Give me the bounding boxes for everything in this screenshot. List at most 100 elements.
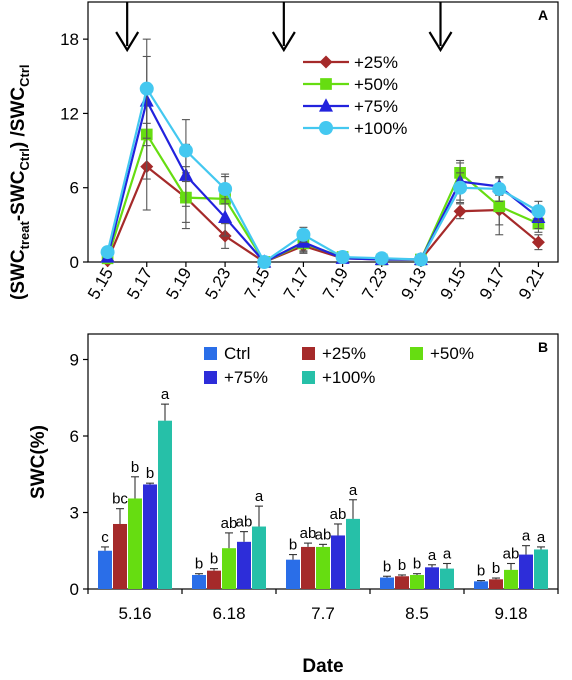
a-x-tick-label: 9.15 (437, 265, 470, 303)
b-significance-label: b (210, 551, 218, 568)
panel-a-letter: A (538, 7, 548, 23)
a-series-group (101, 89, 545, 268)
ylabel-part-3: -SWC (8, 170, 29, 221)
irrigation-arrow-head (428, 31, 453, 53)
b-significance-label: a (522, 528, 531, 545)
a-x-tick-label: 9.13 (397, 265, 430, 303)
b-significance-label: c (101, 529, 109, 546)
b-y-tick-label: 9 (70, 351, 79, 370)
b-legend-label: +75% (224, 368, 268, 387)
b-significance-label: a (349, 482, 358, 499)
b-bar (331, 535, 345, 589)
a-series-line (106, 97, 540, 264)
b-bar (519, 554, 533, 589)
circle-marker (492, 181, 507, 196)
b-x-tick-label: 8.5 (405, 604, 429, 623)
b-legend-label: +50% (430, 344, 474, 363)
b-significance-label: ab (330, 506, 347, 523)
b-bar (534, 549, 548, 589)
b-x-tick-label: 5.16 (118, 604, 151, 623)
b-bar (395, 576, 409, 589)
b-y-tick-label: 6 (70, 427, 79, 446)
a-x-tick-label: 5.19 (162, 265, 195, 303)
b-bar (425, 567, 439, 589)
b-significance-label: b (477, 563, 485, 580)
circle-marker (413, 252, 428, 267)
diamond-marker (319, 55, 333, 69)
panel-b-x-axis-label: Date (302, 656, 343, 677)
panel-a-plot-frame (87, 1, 559, 263)
ylabel-part-6: Ctrl (17, 65, 32, 87)
b-significance-label: b (413, 556, 421, 573)
b-x-tick-label: 9.18 (494, 604, 527, 623)
a-x-tick-label: 7.19 (319, 265, 352, 303)
b-bar (143, 484, 157, 589)
b-legend-swatch (204, 347, 217, 360)
panel-a: A 0 6 12 18 5.15 5.17 5.19 5.23 7.15 7.17 7.19 7.2… (8, 1, 559, 303)
b-bar (504, 569, 518, 589)
b-legend-swatch (410, 347, 423, 360)
b-bar (113, 523, 127, 589)
b-significance-label: a (255, 488, 264, 505)
b-bar (158, 420, 172, 589)
b-significance-label: a (161, 386, 170, 403)
ylabel-part-1: (SWC (8, 249, 29, 300)
circle-marker (335, 250, 350, 265)
circle-marker (178, 143, 193, 158)
b-significance-label: ab (236, 514, 253, 531)
b-legend-label: +100% (322, 368, 375, 387)
b-y-tick-label: 3 (70, 504, 79, 523)
b-significance-label: bc (112, 491, 128, 508)
square-marker (320, 78, 332, 90)
irrigation-arrow-head (271, 31, 296, 53)
b-significance-label: b (492, 560, 500, 577)
b-bar (410, 574, 424, 589)
b-bar (380, 577, 394, 589)
circle-marker (218, 181, 233, 196)
circle-marker (319, 121, 333, 135)
b-significance-label: ab (503, 546, 520, 563)
panel-a-y-axis-label: (SWCtreat-SWCCtrl) /SWCCtrl (8, 65, 32, 301)
circle-marker (374, 251, 389, 266)
circle-marker (453, 180, 468, 195)
b-bar (346, 518, 360, 589)
diamond-marker (453, 204, 467, 218)
a-x-tick-label: 7.15 (241, 265, 274, 303)
diamond-marker (531, 235, 545, 249)
b-bar (222, 548, 236, 589)
b-bar (286, 559, 300, 589)
a-x-tick-label: 5.17 (123, 265, 156, 303)
b-significance-label: a (443, 546, 452, 563)
b-bar (128, 498, 142, 589)
b-significance-label: a (537, 529, 546, 546)
b-legend-label: Ctrl (224, 344, 250, 363)
a-y-tick-label: 18 (60, 30, 79, 49)
b-bar (316, 546, 330, 589)
a-legend-label: +50% (354, 75, 398, 94)
b-significance-label: ab (300, 525, 317, 542)
circle-marker (100, 245, 115, 260)
irrigation-arrow-head (115, 31, 140, 53)
panel-b-letter: B (538, 339, 548, 355)
ylabel-part-4: Ctrl (17, 148, 32, 170)
b-significance-label: b (146, 465, 154, 482)
b-legend-swatch (204, 371, 217, 384)
b-significance-label: ab (315, 526, 332, 543)
a-x-tick-label: 5.23 (202, 265, 235, 303)
b-x-tick-label: 7.7 (311, 604, 335, 623)
a-x-tick-label: 5.15 (84, 265, 117, 303)
a-x-tick-label: 7.23 (358, 265, 391, 303)
b-significance-label: b (383, 558, 391, 575)
b-bar (98, 550, 112, 589)
b-x-tick-label: 6.18 (212, 604, 245, 623)
b-significance-label: a (428, 547, 437, 564)
triangle-marker (218, 209, 233, 224)
b-bar (252, 526, 266, 589)
circle-marker (257, 255, 272, 269)
b-y-tick-label: 0 (70, 580, 79, 599)
b-significance-label: b (195, 556, 203, 573)
a-legend-label: +100% (354, 119, 407, 138)
b-bar (237, 541, 251, 589)
